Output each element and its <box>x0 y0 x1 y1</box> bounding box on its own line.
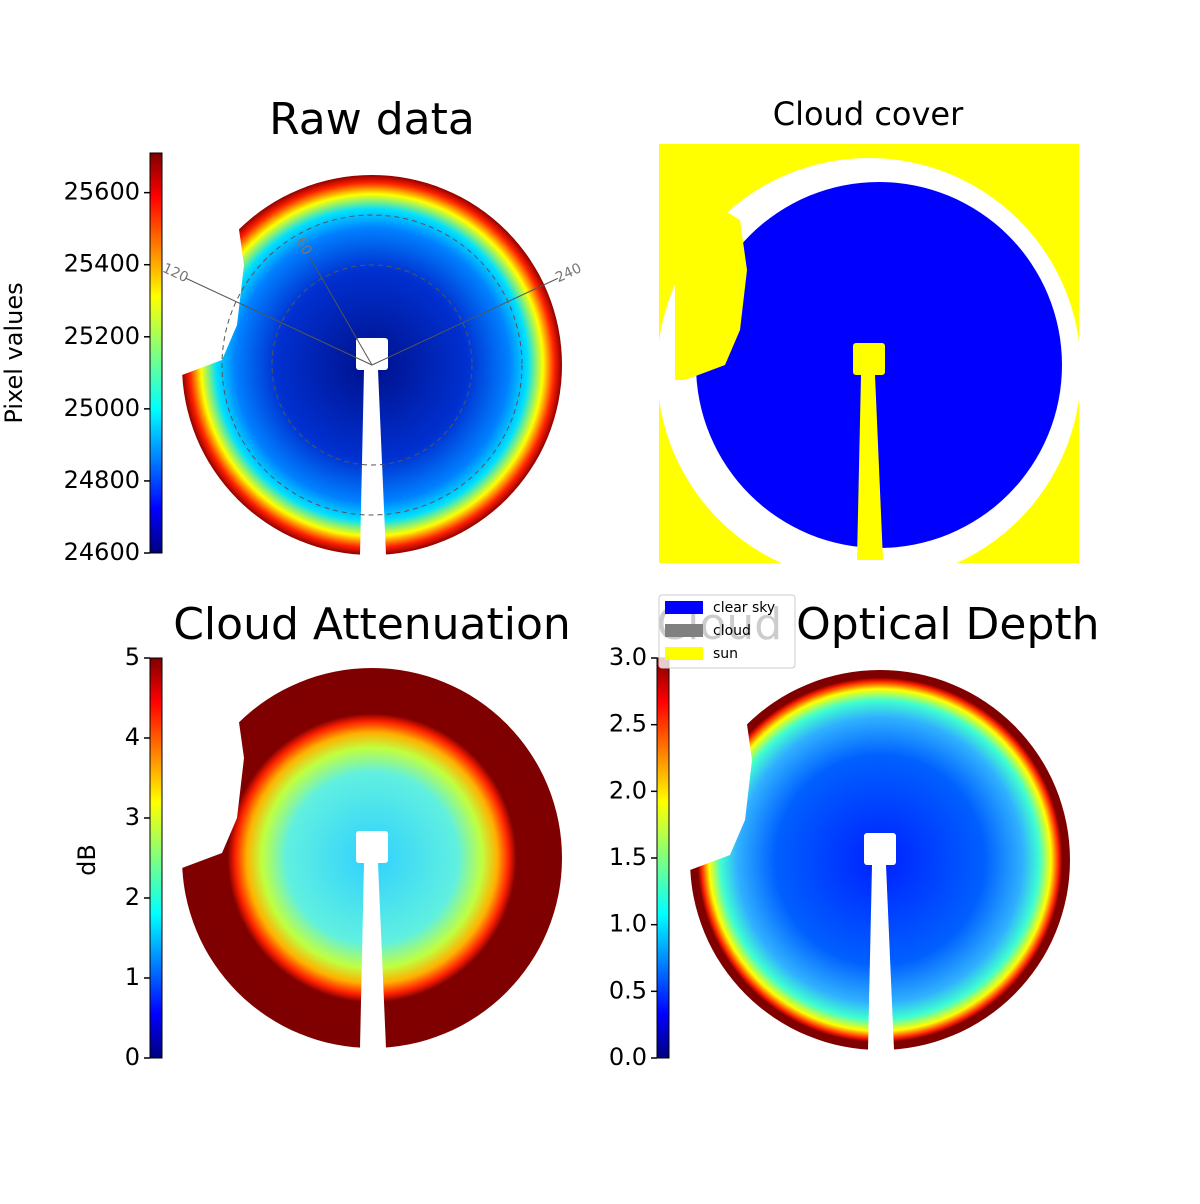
panel-title: Raw data <box>269 94 475 145</box>
legend-swatch <box>665 647 703 660</box>
polar-label: 240 <box>553 260 584 286</box>
polar-spoke <box>371 277 559 366</box>
polar-spoke <box>185 277 373 366</box>
colorbar-tick-label: 1.5 <box>609 843 647 871</box>
polar-ring <box>221 214 523 516</box>
legend-label: clear sky <box>713 600 775 616</box>
legend-swatch <box>665 624 703 637</box>
colorbar-tick-label: 25400 <box>64 250 140 278</box>
colorbar-tick-label: 0.0 <box>609 1043 647 1071</box>
panel-title: Cloud Attenuation <box>173 599 571 650</box>
mast <box>360 370 386 555</box>
notch <box>680 670 752 870</box>
colorbar-label: Pixel values <box>0 282 28 423</box>
colorbar-tick-label: 2.0 <box>609 776 647 804</box>
mast-head <box>356 338 388 370</box>
polar-ring <box>271 264 473 466</box>
colorbar-tick-label: 25600 <box>64 178 140 206</box>
notch <box>172 175 244 375</box>
colorbar-tick-label: 25000 <box>64 394 140 422</box>
mast <box>868 865 894 1050</box>
colorbar <box>149 657 163 1059</box>
colorbar-tick-label: 3 <box>125 803 140 831</box>
colorbar-tick-label: 3.0 <box>609 643 647 671</box>
polar-label: 60 <box>292 235 315 258</box>
mast-head <box>356 831 388 863</box>
colorbar-tick-label: 25200 <box>64 322 140 350</box>
panel-title: Cloud cover <box>773 95 964 133</box>
colorbar-tick-label: 1 <box>125 963 140 991</box>
colorbar-tick-label: 1.0 <box>609 910 647 938</box>
colorbar-tick-label: 2.5 <box>609 710 647 738</box>
colorbar-tick-label: 0.5 <box>609 976 647 1004</box>
colorbar-tick-label: 0 <box>125 1043 140 1071</box>
legend-swatch <box>665 601 703 614</box>
colorbar <box>656 657 670 1059</box>
mast-head <box>853 343 885 375</box>
colorbar-tick-label: 2 <box>125 883 140 911</box>
colorbar-label: dB <box>73 844 101 876</box>
notch <box>675 180 747 380</box>
mast <box>360 863 386 1048</box>
notch <box>172 668 244 868</box>
legend-label: cloud <box>713 623 751 639</box>
legend-label: sun <box>713 646 738 662</box>
colorbar-tick-label: 5 <box>125 643 140 671</box>
colorbar-tick-label: 24600 <box>64 538 140 566</box>
colorbar-tick-label: 24800 <box>64 466 140 494</box>
polar-spoke <box>309 256 373 366</box>
colorbar <box>149 152 163 554</box>
mast-head <box>864 833 896 865</box>
mast <box>857 375 883 560</box>
colorbar-tick-label: 4 <box>125 723 140 751</box>
